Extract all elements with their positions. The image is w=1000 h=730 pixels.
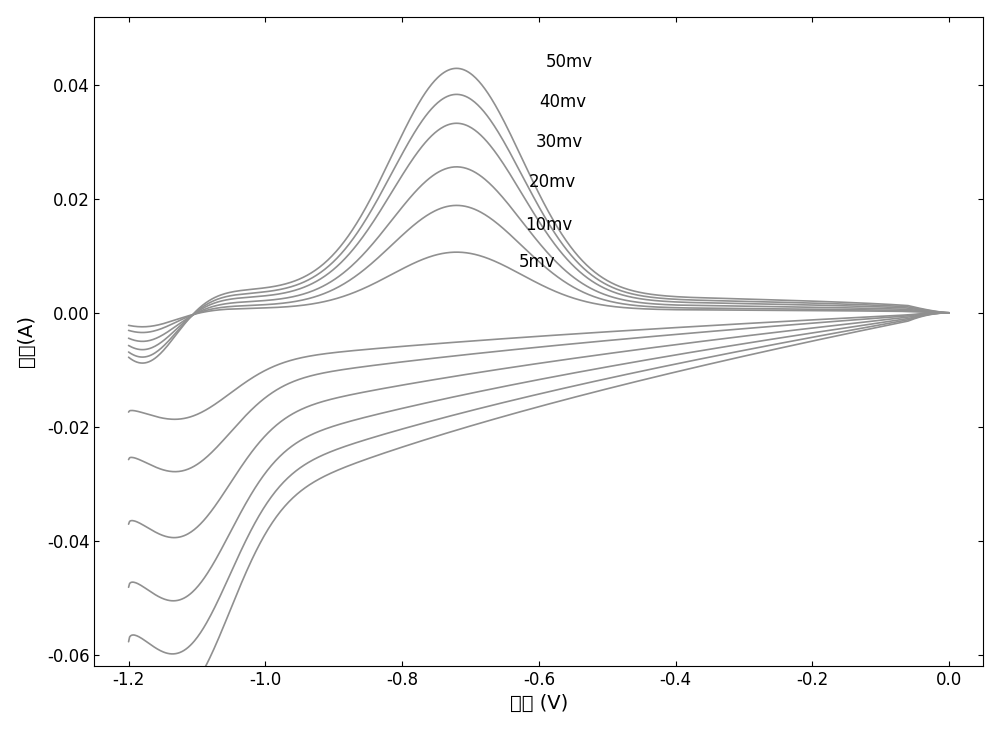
Text: 30mv: 30mv [535, 133, 583, 151]
Text: 10mv: 10mv [525, 215, 572, 234]
X-axis label: 电压 (V): 电压 (V) [510, 694, 568, 713]
Text: 20mv: 20mv [529, 173, 576, 191]
Text: 40mv: 40mv [539, 93, 586, 111]
Text: 5mv: 5mv [518, 253, 555, 271]
Y-axis label: 电流(A): 电流(A) [17, 315, 36, 367]
Text: 50mv: 50mv [546, 53, 593, 72]
